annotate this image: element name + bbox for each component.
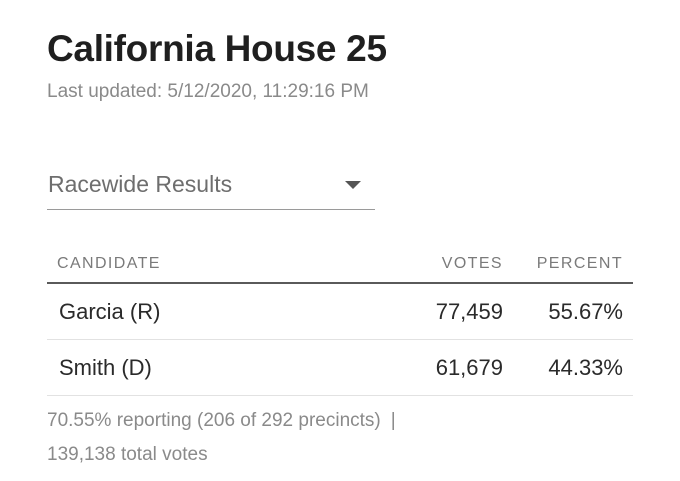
race-results-card: California House 25 Last updated: 5/12/2… [47, 26, 637, 465]
candidate-votes: 61,679 [383, 339, 503, 396]
chevron-down-icon[interactable] [345, 181, 361, 189]
candidate-percent: 55.67% [503, 283, 633, 340]
column-header-votes: VOTES [383, 245, 503, 284]
column-header-candidate: CANDIDATE [47, 245, 383, 284]
candidate-name: Garcia (R) [47, 283, 383, 340]
table-row: Smith (D) 61,679 44.33% [47, 339, 633, 396]
reporting-status: 70.55% reporting (206 of 292 precincts) [47, 410, 381, 431]
table-header-row: CANDIDATE VOTES PERCENT [47, 245, 633, 284]
results-footer: 70.55% reporting (206 of 292 precincts) |… [47, 404, 607, 472]
candidate-percent: 44.33% [503, 339, 633, 396]
results-view-selected: Racewide Results [48, 171, 233, 197]
total-votes: 139,138 total votes [47, 444, 208, 465]
candidate-name: Smith (D) [47, 339, 383, 396]
footer-separator: | [390, 410, 396, 431]
table-row: Garcia (R) 77,459 55.67% [47, 283, 633, 340]
candidate-votes: 77,459 [383, 283, 503, 340]
race-title: California House 25 [47, 28, 387, 69]
last-updated-text: Last updated: 5/12/2020, 11:29:16 PM [47, 81, 369, 102]
reporting-line: 70.55% reporting (206 of 292 precincts) | [47, 404, 607, 438]
column-header-percent: PERCENT [503, 245, 633, 284]
results-table: CANDIDATE VOTES PERCENT Garcia (R) 77,45… [47, 245, 633, 396]
results-view-dropdown[interactable]: Racewide Results [47, 166, 375, 210]
